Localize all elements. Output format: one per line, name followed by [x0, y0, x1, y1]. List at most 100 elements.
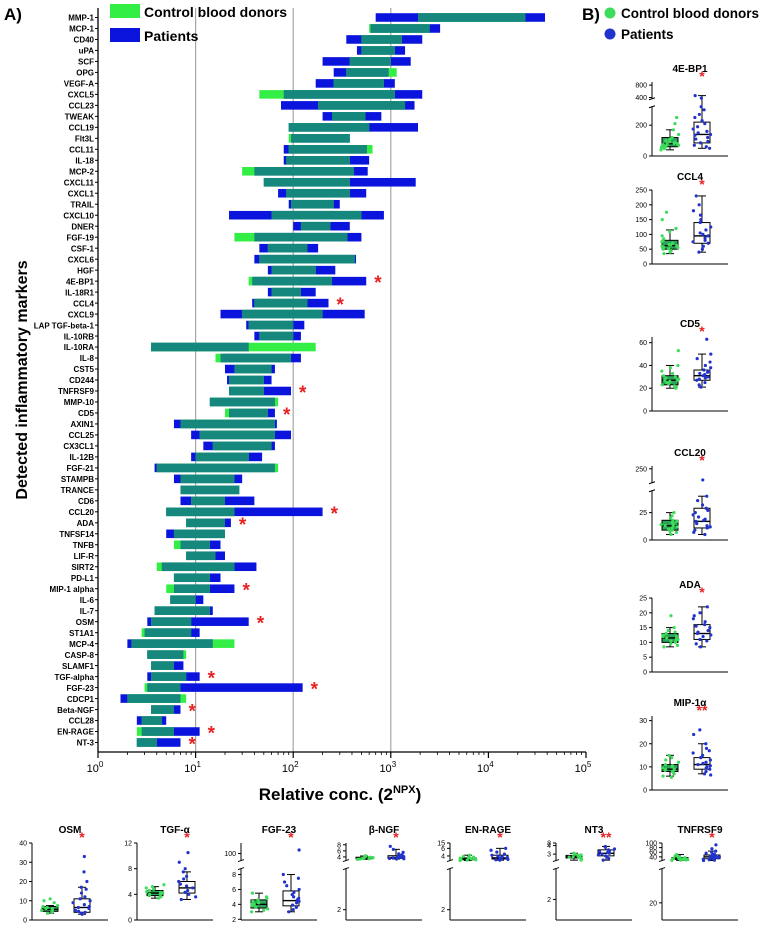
control-point: [667, 753, 671, 757]
y-tick-label: 0: [643, 538, 647, 545]
y-tick-label: 10: [639, 640, 647, 647]
patients-point: [706, 628, 710, 633]
y-tick-label: 8: [337, 842, 341, 849]
control-point: [673, 122, 677, 126]
significance-star: **: [601, 829, 612, 845]
marker-row-ccl28: [95, 716, 167, 725]
patients-point: [391, 856, 395, 860]
control-point: [41, 904, 45, 909]
overlap-range-bar: [283, 90, 395, 99]
patients-point: [397, 852, 401, 856]
control-point: [673, 140, 677, 145]
marker-row-tnfsf14: [95, 529, 225, 539]
significance-star: *: [699, 452, 705, 468]
y-tick-label: 20: [639, 741, 647, 748]
control-point: [673, 640, 678, 645]
patients-point: [181, 870, 185, 874]
overlap-range-bar: [254, 298, 308, 308]
marker-label-cxcl10: CXCL10: [63, 211, 94, 220]
box-title: OSM: [59, 825, 82, 836]
x-axis-ticks: 100 101 102 103 104 105: [87, 752, 592, 775]
significance-star: *: [699, 176, 705, 192]
y-tick-label: 5: [643, 655, 647, 662]
patients-point: [82, 870, 86, 874]
control-point: [667, 527, 671, 531]
legend-b-label-control: Control blood donors: [621, 6, 759, 21]
control-point: [50, 906, 54, 911]
marker-row-fgf-21: [95, 463, 279, 473]
overlap-range-bar: [141, 727, 174, 736]
patients-point: [704, 228, 708, 232]
control-point: [671, 769, 675, 774]
control-point: [670, 371, 675, 376]
patients-point: [496, 854, 500, 858]
control-point: [675, 115, 679, 120]
axis-break: [342, 867, 350, 871]
patients-point: [706, 241, 710, 245]
marker-row-mcp-2: [95, 166, 368, 176]
overlap-range-bar: [186, 518, 225, 528]
patients-point: [698, 231, 702, 235]
control-point: [266, 907, 270, 911]
overlap-range-bar: [147, 650, 184, 659]
box-title: ADA: [679, 580, 701, 591]
patients-point: [694, 137, 698, 141]
patients-box: [281, 848, 301, 914]
patients-point: [708, 758, 712, 762]
overlap-range-bar: [361, 46, 395, 55]
overlap-range-bar: [186, 551, 216, 561]
patients-point: [703, 380, 707, 385]
y-tick-label: 4: [337, 854, 341, 861]
patients-point: [177, 879, 181, 884]
patients-point: [297, 896, 301, 900]
control-point: [252, 902, 256, 906]
marker-label-tnfsf14: TNFSF14: [59, 530, 94, 539]
overlap-range-bar: [180, 485, 240, 495]
patients-point: [699, 105, 703, 109]
control-point: [661, 774, 665, 778]
marker-label-mcp-4: MCP-4: [69, 640, 94, 649]
marker-row-lif-r: [95, 551, 225, 561]
overlap-range-bar: [332, 112, 366, 121]
marker-label-flt3l: Flt3L: [75, 135, 94, 144]
significance-star: *: [79, 829, 85, 845]
patients-point: [704, 742, 708, 746]
box-panel-osm: OSM 0 10 20 30 40 *: [19, 825, 108, 925]
patients-point: [703, 372, 707, 377]
patients-point: [79, 885, 83, 889]
control-point: [660, 369, 664, 373]
axis-break: [237, 867, 245, 871]
patients-point: [703, 363, 707, 368]
control-point: [467, 856, 471, 860]
marker-row-tnfb: [95, 540, 221, 550]
control-point: [660, 218, 664, 222]
marker-row-beta-ngf: [95, 705, 181, 714]
marker-label-mip-1-alpha: MIP-1 alpha: [50, 585, 95, 594]
control-box: [670, 852, 690, 862]
marker-label-tgf-alpha: TGF-alpha: [54, 673, 94, 682]
control-box: [355, 854, 375, 861]
patients-point: [702, 108, 706, 112]
marker-row-cxcl6: [95, 254, 357, 264]
control-point: [677, 377, 681, 381]
box-title: 4E-BP1: [672, 64, 707, 75]
patients-point: [698, 637, 702, 642]
patients-point: [83, 895, 87, 899]
patients-point: [703, 620, 707, 624]
y-tick-label: 4: [128, 892, 132, 899]
patients-point: [700, 503, 705, 507]
control-point: [664, 139, 668, 143]
axis-break: [658, 859, 666, 863]
patients-point: [182, 877, 186, 881]
patients-point: [710, 847, 714, 851]
patients-point: [696, 498, 700, 503]
control-point: [250, 910, 254, 914]
marker-label-axin1: AXIN1: [70, 420, 94, 429]
patients-point: [697, 250, 701, 254]
marker-row-flt3l: [95, 134, 350, 143]
axis-break: [237, 859, 245, 863]
control-point: [673, 630, 677, 634]
patients-point: [705, 639, 709, 643]
overlap-range-bar: [151, 672, 187, 681]
iqr-box: [693, 624, 711, 640]
